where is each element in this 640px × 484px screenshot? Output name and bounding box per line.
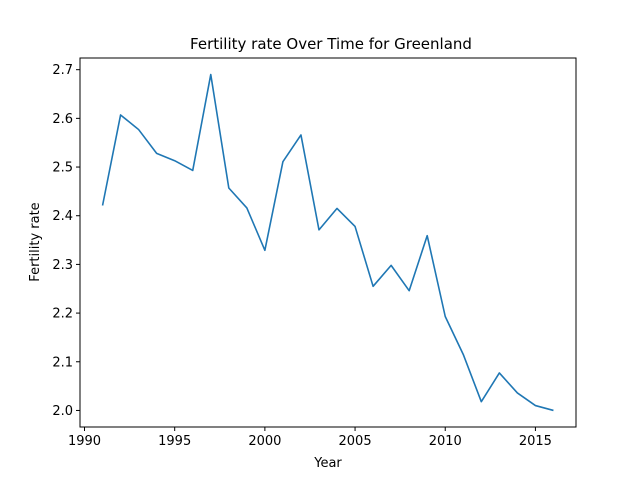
x-tick-label: 2000 (248, 434, 281, 449)
chart-title: Fertility rate Over Time for Greenland (190, 35, 472, 53)
plot-area (101, 73, 554, 412)
x-tick-label: 1995 (158, 434, 191, 449)
y-tick-label: 2.5 (52, 161, 73, 176)
y-tick-label: 2.3 (52, 258, 73, 273)
series-line (101, 73, 554, 412)
y-tick-label: 2.6 (52, 112, 73, 127)
y-axis: 2.0 2.1 2.2 2.3 2.4 2.5 2.6 2.7 (52, 63, 80, 419)
y-tick-label: 2.4 (52, 209, 73, 224)
plot-frame (79, 57, 577, 428)
x-tick-label: 2015 (519, 434, 552, 449)
x-axis: 1990 1995 2000 2005 2010 2015 (68, 427, 552, 449)
y-axis-label: Fertility rate (28, 202, 43, 281)
y-tick-label: 2.0 (52, 404, 73, 419)
y-tick-label: 2.7 (52, 63, 73, 78)
x-axis-label: Year (313, 456, 342, 471)
x-tick-label: 2010 (429, 434, 462, 449)
y-tick-label: 2.2 (52, 307, 73, 322)
y-tick-label: 2.1 (52, 355, 73, 370)
x-tick-label: 2005 (339, 434, 372, 449)
x-tick-label: 1990 (68, 434, 101, 449)
